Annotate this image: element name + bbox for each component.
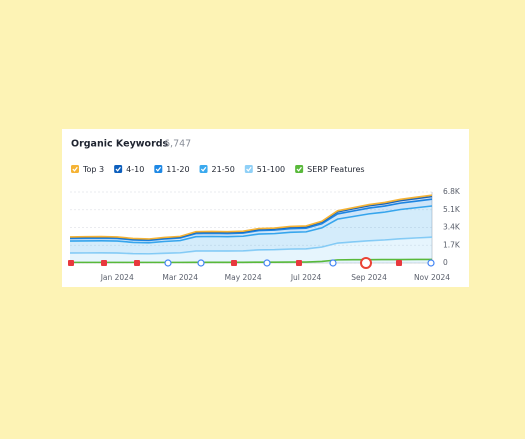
- x-tick-label: Jul 2024: [290, 273, 322, 282]
- legend-checkbox[interactable]: [154, 165, 163, 173]
- x-tick-label: Sep 2024: [351, 273, 387, 282]
- chart-subtitle: 6,747: [164, 139, 191, 150]
- legend-label[interactable]: 21-50: [212, 165, 235, 174]
- legend-checkbox[interactable]: [71, 165, 79, 173]
- legend-checkbox[interactable]: [114, 165, 123, 173]
- check-mark: [72, 166, 78, 172]
- y-tick-label: 0: [443, 258, 448, 267]
- chart-title: Organic Keywords: [71, 139, 169, 150]
- y-tick-label: 6.8K: [443, 187, 461, 196]
- check-mark: [246, 166, 252, 172]
- google-update: [197, 259, 205, 267]
- plot: [68, 194, 435, 269]
- google-update-major: [360, 257, 372, 269]
- y-tick-label: 3.4K: [443, 223, 461, 232]
- legend-label[interactable]: 11-20: [166, 165, 189, 174]
- google-update: [427, 259, 435, 267]
- legend-checkbox[interactable]: [199, 165, 208, 173]
- series-line: [69, 236, 433, 255]
- x-tick-label: Mar 2024: [162, 273, 198, 282]
- series-line: [69, 205, 433, 244]
- x-tick-label: May 2024: [225, 273, 262, 282]
- check-mark: [200, 166, 207, 172]
- area-fill: [70, 196, 432, 241]
- event-flag: [101, 260, 107, 266]
- event-flag: [134, 260, 140, 266]
- x-tick-label: Nov 2024: [414, 273, 450, 282]
- series-line: [70, 258, 432, 264]
- legend-label[interactable]: Top 3: [82, 165, 104, 174]
- event-flag: [296, 260, 302, 266]
- x-tick-label: Jan 2024: [100, 273, 134, 282]
- legend: Top 3 4-10 11-20 21-50 51-100 SERP Features: [71, 165, 365, 174]
- event-flag: [231, 260, 237, 266]
- check-mark: [155, 166, 162, 172]
- check-mark: [115, 166, 121, 172]
- y-tick-label: 5.1K: [443, 205, 461, 214]
- google-update: [263, 259, 271, 267]
- event-flag: [68, 260, 74, 266]
- legend-checkbox[interactable]: [244, 165, 253, 173]
- check-mark: [296, 166, 302, 172]
- legend-label[interactable]: SERP Features: [307, 165, 364, 174]
- legend-checkbox[interactable]: [295, 165, 304, 173]
- google-update: [329, 259, 337, 267]
- legend-label[interactable]: 4-10: [126, 165, 144, 174]
- y-tick-label: 1.7K: [443, 240, 461, 249]
- series-line: [69, 198, 433, 242]
- series-line: [69, 194, 433, 240]
- legend-label[interactable]: 51-100: [257, 165, 285, 174]
- google-update: [164, 259, 172, 267]
- event-flag: [396, 260, 402, 266]
